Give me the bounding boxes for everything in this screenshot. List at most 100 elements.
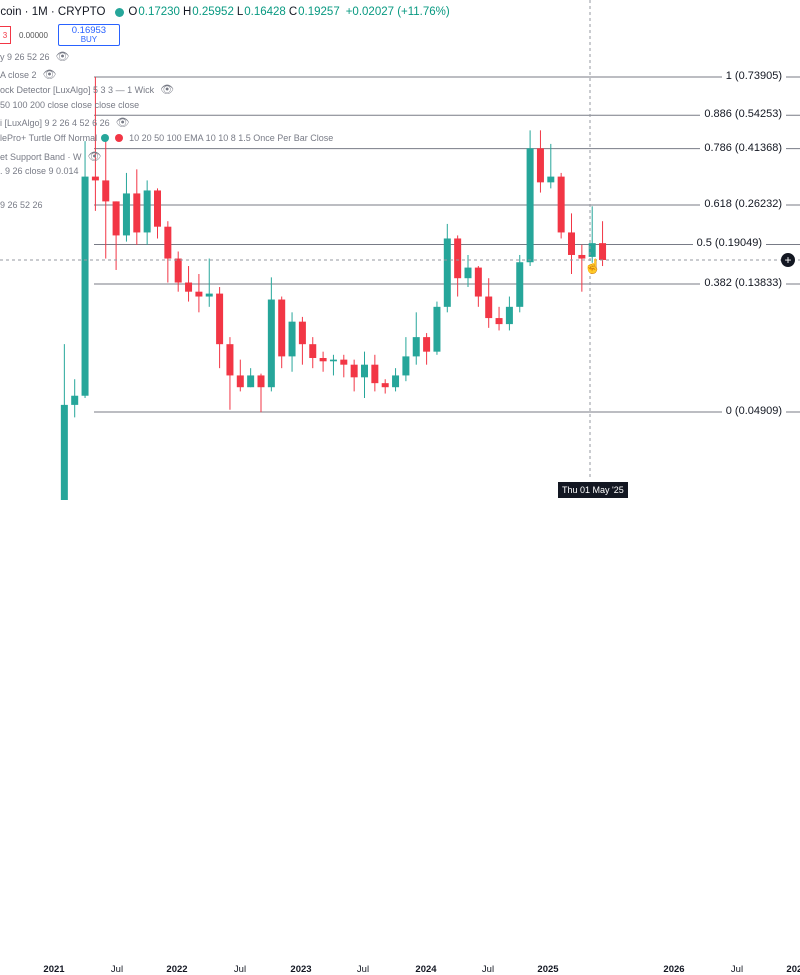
hand-cursor-icon: ☝ <box>584 258 602 274</box>
candle-body <box>185 282 193 292</box>
indicator-label: 10 20 50 100 EMA 10 10 8 1.5 Once Per Ba… <box>129 133 334 143</box>
indicator-row[interactable]: i [LuxAlgo] 9 2 26 4 52 6 26 👁 <box>0 116 136 129</box>
candle-body <box>568 232 575 255</box>
candle-body <box>433 306 441 352</box>
candle-body <box>350 364 358 378</box>
ohlc-close: C0.19257 <box>289 6 343 18</box>
buy-price: 0.16953 <box>71 25 107 36</box>
ohlc-low-label: L <box>236 6 244 18</box>
candle-body <box>485 296 493 319</box>
candle-body <box>216 293 224 345</box>
time-tick: 2022 <box>166 964 188 975</box>
candle-body <box>340 359 348 365</box>
spread-value: 0.00000 <box>19 30 48 40</box>
time-tick: 2021 <box>43 964 65 975</box>
eye-icon[interactable]: 👁 <box>42 69 57 81</box>
buy-label: BUY <box>80 35 98 44</box>
time-tick: 2025 <box>537 964 559 975</box>
candle-body <box>361 364 368 378</box>
plus-icon[interactable]: + <box>781 253 795 267</box>
candle-body <box>505 306 513 325</box>
indicator-label: i [LuxAlgo] 9 2 26 4 52 6 26 <box>0 117 110 128</box>
candle-body <box>288 321 296 357</box>
symbol-header: ecoin · 1M · CRYPTO O0.17230 H0.25952 L0… <box>0 0 800 24</box>
indicator-row[interactable]: ock Detector [LuxAlgo] 5 3 3 — 1 Wick 👁 <box>0 83 180 96</box>
ohlc-low-value: 0.16428 <box>244 6 286 18</box>
time-tick: Jul <box>730 964 744 975</box>
candle-body <box>236 375 244 388</box>
candle-body <box>143 190 151 233</box>
price-chart[interactable] <box>0 0 800 500</box>
candle-body <box>536 148 544 183</box>
time-tick: Jul <box>110 964 124 975</box>
eye-icon[interactable]: 👁 <box>87 151 102 163</box>
indicator-row[interactable]: et Support Band · W 👁 <box>0 150 108 163</box>
fib-level-label: 0.382 (0.13833) <box>700 277 786 290</box>
fib-level-label: 0 (0.04909) <box>721 405 786 417</box>
indicator-row[interactable]: . 9 26 close 9 0.014 <box>0 166 79 176</box>
indicator-label: lePro+ Turtle Off Normal <box>0 133 98 143</box>
candle-body <box>267 299 275 388</box>
buy-button[interactable]: 0.16953 BUY <box>57 24 120 46</box>
status-dot-icon <box>115 134 124 142</box>
candle-body <box>464 267 472 279</box>
time-tick: Jul <box>356 964 370 975</box>
candle-body <box>516 262 524 307</box>
time-tick: 2023 <box>290 964 312 975</box>
candle-body <box>195 291 203 297</box>
eye-icon[interactable]: 👁 <box>115 117 130 129</box>
candle-body <box>174 258 182 283</box>
indicator-row[interactable]: A close 2 👁 <box>0 68 63 81</box>
fib-level-label: 1 (0.73905) <box>721 70 786 82</box>
candle-body <box>319 358 327 362</box>
candle-body <box>154 190 161 227</box>
ohlc-low: L0.16428 <box>237 6 289 18</box>
candle-body <box>226 344 234 376</box>
candle-body <box>164 226 172 259</box>
candle-body <box>495 318 503 325</box>
candle-body <box>578 254 586 259</box>
fib-level-label: 0.618 (0.26232) <box>700 197 786 210</box>
ohlc-high: H0.25952 <box>183 6 237 18</box>
indicator-row[interactable]: 9 26 52 26 <box>0 200 43 210</box>
candle-body <box>392 375 400 388</box>
ohlc-open-value: 0.17230 <box>138 6 180 18</box>
time-tick: 2027 <box>786 964 800 975</box>
symbol-title[interactable]: ecoin · 1M · CRYPTO <box>0 6 106 18</box>
candles-group <box>60 77 607 500</box>
indicator-row[interactable]: 50 100 200 close close close close <box>0 100 139 110</box>
candle-body <box>588 243 596 257</box>
candle-body <box>454 238 462 279</box>
indicator-row[interactable]: y 9 26 52 26 👁 <box>0 50 76 63</box>
candle-body <box>257 375 265 388</box>
candle-body <box>329 359 337 362</box>
candle-body <box>102 180 110 202</box>
candle-body <box>402 356 410 376</box>
candle-body <box>557 176 565 233</box>
indicator-label: ock Detector [LuxAlgo] 5 3 3 — 1 Wick <box>0 84 155 95</box>
eye-icon[interactable]: 👁 <box>55 51 70 63</box>
indicator-label: . 9 26 close 9 0.014 <box>0 166 79 176</box>
indicator-row[interactable]: lePro+ Turtle Off Normal 10 20 50 100 EMA… <box>0 133 333 143</box>
candle-body <box>412 337 420 357</box>
time-tick: Jul <box>233 964 247 975</box>
sell-button[interactable]: 3 <box>0 26 11 44</box>
price-change: +0.02027 (+11.76%) <box>345 6 450 18</box>
candle-body <box>133 193 141 233</box>
candle-body <box>71 395 79 405</box>
ohlc-open-label: O <box>128 6 138 18</box>
fib-level-label: 0.786 (0.41368) <box>700 141 786 154</box>
candle-body <box>298 321 306 345</box>
candle-body <box>526 148 534 263</box>
trade-panel: 3 0.00000 0.16953 BUY <box>0 24 120 46</box>
candle-body <box>474 267 482 297</box>
candle-body <box>423 337 431 352</box>
ohlc-close-label: C <box>288 6 298 18</box>
ohlc-close-value: 0.19257 <box>298 6 340 18</box>
time-axis[interactable]: 2021 Jul 2022 Jul 2023 Jul 2024 Jul 2025… <box>0 480 800 975</box>
ohlc-open: O0.17230 <box>128 6 183 18</box>
indicator-label: A close 2 <box>0 69 37 80</box>
time-tick: 2026 <box>663 964 685 975</box>
candle-body <box>91 176 99 181</box>
eye-icon[interactable]: 👁 <box>160 84 175 96</box>
